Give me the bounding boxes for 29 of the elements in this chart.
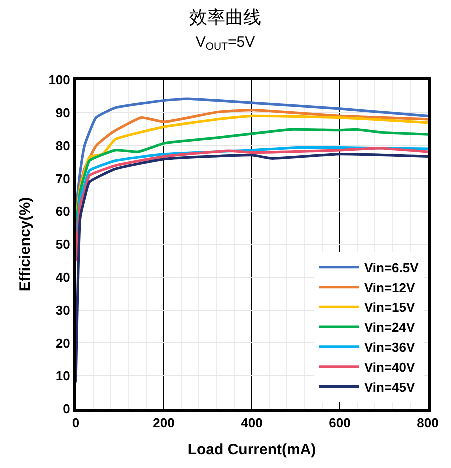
y-tick-label: 50 bbox=[56, 237, 70, 252]
y-tick-label: 90 bbox=[56, 105, 70, 120]
x-tick-label: 0 bbox=[72, 416, 80, 431]
chart-title: 效率曲线 bbox=[190, 7, 262, 28]
y-tick-label: 70 bbox=[56, 171, 70, 186]
legend-label: Vin=40V bbox=[364, 360, 416, 375]
legend-label: Vin=15V bbox=[364, 300, 416, 316]
y-tick-label: 40 bbox=[56, 270, 70, 285]
y-axis-title: Efficiency(%) bbox=[16, 197, 34, 292]
legend-label: Vin=6.5V bbox=[364, 260, 420, 276]
line-series bbox=[76, 147, 428, 262]
y-tick-label: 80 bbox=[56, 138, 70, 154]
legend-label: Vin=24V bbox=[364, 320, 416, 336]
x-tick-label: 400 bbox=[241, 416, 263, 431]
line-series bbox=[76, 153, 428, 384]
y-tick-label: 60 bbox=[56, 204, 70, 220]
legend-label: Vin=45V bbox=[364, 380, 416, 395]
x-tick-label: 800 bbox=[417, 416, 439, 431]
y-tick-label: 100 bbox=[48, 72, 70, 88]
legend-label: Vin=36V bbox=[364, 340, 416, 356]
y-tick-label: 10 bbox=[56, 368, 70, 384]
y-tick-label: 30 bbox=[56, 302, 70, 318]
legend-label: Vin=12V bbox=[364, 280, 416, 296]
x-tick-label: 600 bbox=[329, 416, 351, 431]
x-axis-title: Load Current(mA) bbox=[188, 442, 316, 459]
x-tick-label: 200 bbox=[153, 416, 175, 431]
chart-subtitle: V$_{OUT}$=5V bbox=[196, 34, 256, 53]
y-tick-label: 20 bbox=[56, 336, 70, 351]
y-tick-label: 0 bbox=[63, 402, 70, 417]
